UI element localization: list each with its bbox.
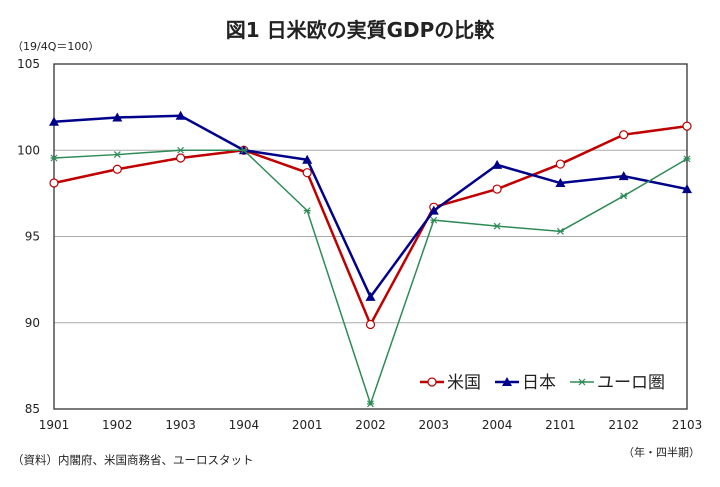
data-point-2	[112, 112, 123, 122]
data-point-1	[49, 178, 59, 188]
data-point-1	[176, 153, 186, 163]
data-point-3	[177, 146, 185, 154]
data-point-2	[682, 184, 692, 194]
data-point-2	[49, 116, 59, 126]
legend-marker	[502, 377, 512, 386]
data-point-3	[113, 151, 121, 158]
data-point-3	[683, 155, 691, 163]
data-point-2	[555, 178, 566, 188]
x-tick-label: 2001	[292, 418, 323, 432]
y-tick-label: 105	[17, 57, 40, 71]
data-point-3	[303, 207, 311, 215]
data-point-3	[556, 227, 564, 235]
data-point-2	[618, 171, 629, 181]
data-point-2	[365, 291, 376, 301]
data-point-2	[175, 110, 186, 120]
x-tick-label: 2103	[672, 418, 703, 432]
data-point-3	[493, 222, 501, 230]
chart-title: 図1 日米欧の実質GDPの比較	[225, 18, 495, 42]
x-tick-label: 2102	[608, 418, 639, 432]
x-tick-label: 1904	[229, 418, 260, 432]
x-axis-unit: （年・四半期）	[623, 446, 700, 459]
data-point-1	[112, 164, 122, 174]
y-tick-label: 90	[25, 316, 40, 330]
y-tick-label: 85	[25, 402, 40, 416]
plot-frame	[53, 63, 688, 410]
data-point-2	[428, 205, 439, 215]
legend-marker	[427, 377, 437, 387]
data-point-3	[367, 400, 374, 408]
x-tick-label: 2101	[545, 418, 576, 432]
data-point-1	[492, 184, 502, 194]
data-point-3	[620, 192, 628, 200]
data-point-3	[240, 146, 248, 154]
legend-label: 日本	[522, 373, 556, 393]
y-axis-unit: （19/4Q＝100）	[12, 40, 100, 53]
data-point-1	[682, 121, 692, 131]
data-point-1	[619, 130, 629, 140]
source-note: （資料）内閣府、米国商務省、ユーロスタット	[12, 453, 254, 467]
data-point-2	[492, 159, 503, 169]
x-tick-label: 1903	[165, 418, 196, 432]
x-tick-label: 2004	[482, 418, 513, 432]
data-point-1	[365, 319, 376, 330]
data-point-1	[555, 159, 566, 169]
y-tick-label: 100	[17, 143, 40, 157]
series-line-3	[53, 149, 688, 407]
data-point-1	[302, 168, 312, 178]
data-point-3	[50, 154, 58, 162]
x-tick-label: 1901	[39, 418, 70, 432]
series-line-2	[53, 114, 688, 300]
legend-marker	[578, 378, 586, 386]
y-tick-label: 95	[25, 230, 40, 244]
data-point-2	[302, 154, 313, 164]
legend-label: 米国	[447, 373, 481, 393]
data-point-3	[430, 216, 438, 224]
legend-label: ユーロ圏	[597, 373, 665, 393]
x-tick-label: 2003	[419, 418, 450, 432]
x-tick-label: 1902	[102, 418, 133, 432]
x-tick-label: 2002	[355, 418, 386, 432]
